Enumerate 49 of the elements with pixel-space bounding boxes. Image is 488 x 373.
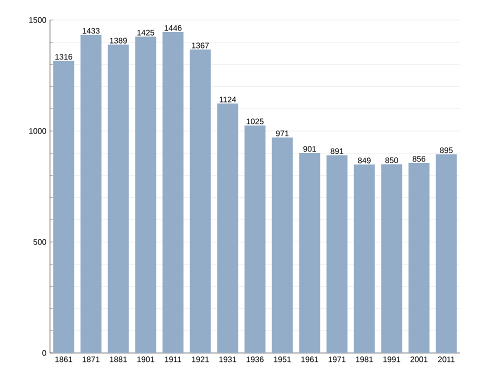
x-tick-label: 2001 <box>410 356 428 362</box>
data-label: 849 <box>358 158 371 164</box>
bar <box>108 44 129 353</box>
data-label: 1389 <box>110 38 127 44</box>
x-tick-label: 1971 <box>328 356 346 362</box>
bar <box>326 155 348 353</box>
bar <box>80 34 102 353</box>
data-label: 1124 <box>220 96 236 102</box>
bar <box>217 103 238 353</box>
x-tick-label: 1911 <box>165 356 182 362</box>
bar <box>381 164 402 353</box>
bar <box>299 152 320 353</box>
data-label: 901 <box>303 146 316 152</box>
bar <box>53 60 74 353</box>
y-tick-label: 1000 <box>29 128 46 134</box>
bar <box>272 137 293 353</box>
bar <box>162 32 184 353</box>
y-tick-label: 0 <box>42 350 46 356</box>
bar <box>354 164 375 353</box>
bar <box>244 125 266 353</box>
data-label: 891 <box>330 148 344 154</box>
x-tick-label: 1861 <box>55 356 72 362</box>
x-tick-label: 1921 <box>192 356 209 362</box>
x-tick-label: 2011 <box>438 356 455 362</box>
bar <box>408 162 430 353</box>
x-tick-label: 1901 <box>137 356 154 362</box>
bar <box>135 36 156 353</box>
y-tick-label: 500 <box>33 239 46 245</box>
data-label: 1425 <box>137 30 154 36</box>
data-label: 1025 <box>246 118 264 124</box>
data-label: 1433 <box>82 28 100 34</box>
x-tick-label: 1991 <box>383 356 400 362</box>
x-tick-label: 1981 <box>356 356 373 362</box>
x-tick-label: 1871 <box>82 356 100 362</box>
data-label: 856 <box>412 156 426 162</box>
x-tick-label: 1936 <box>246 356 264 362</box>
data-label: 850 <box>385 157 398 164</box>
x-tick-label: 1931 <box>219 356 236 362</box>
y-tick-label: 1500 <box>29 17 46 23</box>
bar <box>436 154 457 353</box>
bar <box>190 50 211 353</box>
data-label: 895 <box>440 147 453 154</box>
data-label: 1316 <box>55 54 72 60</box>
data-label: 971 <box>276 130 289 136</box>
x-tick-label: 1951 <box>274 356 291 362</box>
data-label: 1446 <box>164 25 182 31</box>
x-tick-label: 1881 <box>110 356 127 362</box>
data-label: 1367 <box>192 42 209 48</box>
x-tick-label: 1961 <box>301 356 318 362</box>
